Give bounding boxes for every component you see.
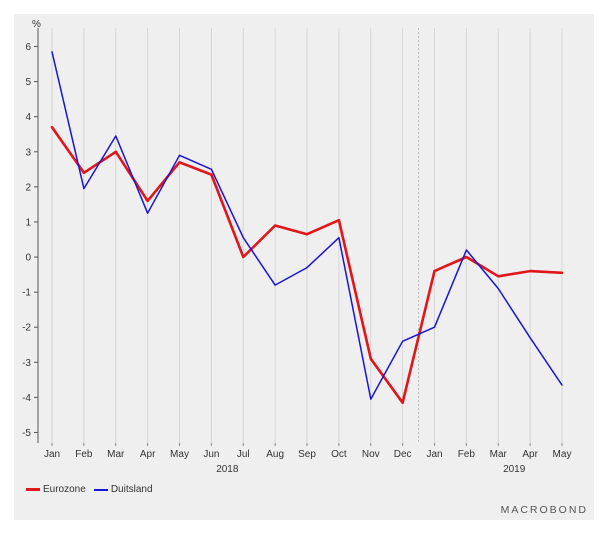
x-tick-label: Oct xyxy=(331,449,347,460)
x-tick-label: May xyxy=(170,449,189,460)
x-tick-label: Aug xyxy=(266,449,284,460)
y-tick-label: 3 xyxy=(25,147,31,158)
y-tick-label: 6 xyxy=(25,42,31,53)
x-tick-label: Apr xyxy=(140,449,156,460)
legend-label-eurozone: Eurozone xyxy=(43,484,86,495)
x-tick-label: Jan xyxy=(426,449,442,460)
y-tick-label: -5 xyxy=(22,428,31,439)
x-tick-label: Jan xyxy=(44,449,60,460)
y-unit-label: % xyxy=(32,19,41,30)
x-tick-label: Mar xyxy=(490,449,508,460)
y-tick-label: 4 xyxy=(25,112,31,123)
x-tick-label: Feb xyxy=(75,449,93,460)
chart-panel xyxy=(14,14,594,520)
legend-label-duitsland: Duitsland xyxy=(110,484,153,495)
x-tick-label: Mar xyxy=(107,449,125,460)
y-tick-label: -4 xyxy=(22,393,31,404)
legend-item-eurozone: Eurozone xyxy=(26,484,86,495)
y-tick-label: -2 xyxy=(22,323,31,334)
y-tick-label: 5 xyxy=(25,77,31,88)
x-tick-label: Jun xyxy=(203,449,219,460)
brand-logo: MACROBOND xyxy=(500,504,588,516)
legend: Eurozone Duitsland xyxy=(26,484,157,495)
x-tick-label: May xyxy=(553,449,572,460)
legend-item-duitsland: Duitsland xyxy=(93,484,153,495)
x-tick-label: Apr xyxy=(522,449,538,460)
legend-swatch-eurozone xyxy=(26,488,40,491)
x-year-label: 2019 xyxy=(503,464,526,475)
x-tick-label: Nov xyxy=(362,449,380,460)
y-tick-label: 0 xyxy=(25,253,31,264)
y-tick-label: 2 xyxy=(25,182,31,193)
series-line-duitsland xyxy=(51,51,563,400)
x-tick-label: Dec xyxy=(394,449,412,460)
y-tick-label: -3 xyxy=(22,358,31,369)
x-tick-label: Feb xyxy=(458,449,476,460)
x-tick-label: Sep xyxy=(298,449,316,460)
y-tick-label: 1 xyxy=(25,217,31,228)
y-tick-label: -1 xyxy=(22,288,31,299)
legend-swatch-duitsland xyxy=(93,488,108,491)
x-tick-label: Jul xyxy=(237,449,250,460)
x-year-label: 2018 xyxy=(216,464,239,475)
